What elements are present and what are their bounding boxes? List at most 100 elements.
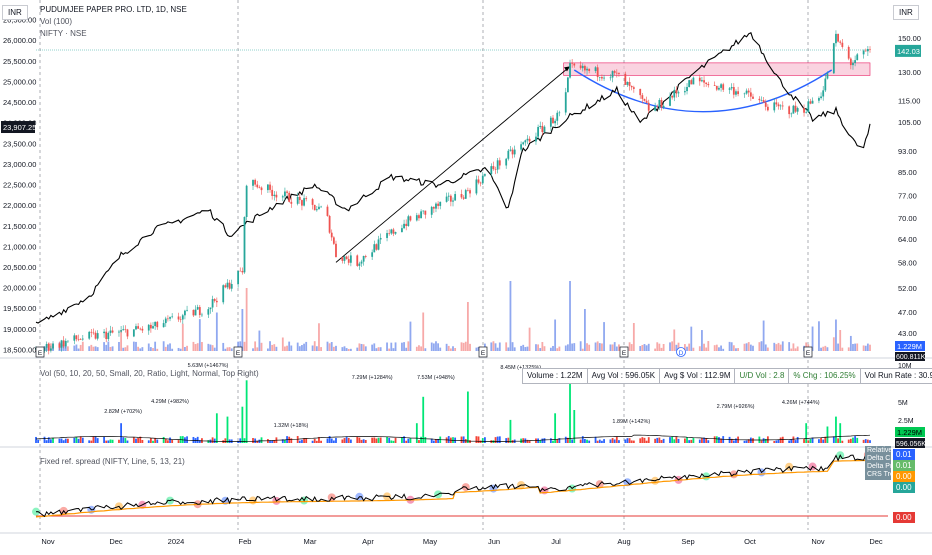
main-volume-bar: [67, 346, 69, 351]
candle-body: [730, 87, 733, 89]
candle-body: [566, 77, 569, 93]
earnings-marker[interactable]: [478, 346, 488, 358]
candle-body: [341, 257, 344, 261]
vol-annotation: 7.29M (+1284%): [352, 375, 393, 381]
candle: [454, 191, 457, 201]
candle-body: [609, 77, 612, 79]
candle-body: [703, 80, 705, 83]
main-volume-bar: [452, 346, 454, 351]
vol-annotation: 1.32M (+18%): [274, 423, 309, 429]
vol-pane-bar: [662, 438, 665, 443]
resistance-zone: [563, 62, 871, 76]
main-volume-bar: [713, 345, 716, 351]
earnings-marker[interactable]: [803, 346, 813, 358]
candle-body: [475, 179, 478, 194]
candle-body: [318, 206, 320, 210]
candle-body: [313, 204, 316, 211]
candle: [341, 256, 344, 264]
vol-pane-bar: [596, 440, 599, 443]
vol-pane-bar: [613, 439, 616, 443]
candle: [849, 57, 852, 70]
main-volume-bar: [613, 342, 616, 351]
candle-body: [135, 326, 137, 330]
vol-annotation: 4.26M (+744%): [782, 400, 820, 406]
main-volume-bar: [856, 343, 859, 351]
candle: [662, 102, 665, 110]
candle-body: [405, 223, 408, 227]
candle-body: [284, 191, 286, 197]
candle: [288, 190, 291, 203]
candle-body: [869, 49, 871, 50]
candle-body: [347, 259, 350, 263]
earnings-marker[interactable]: [619, 346, 629, 358]
candle-body: [430, 206, 433, 215]
main-volume-bar: [373, 343, 376, 351]
main-volume-bar: [760, 341, 763, 351]
candle: [118, 329, 120, 337]
main-volume-bar: [313, 341, 316, 351]
vol-pane-bar: [569, 377, 571, 443]
candle-body: [196, 307, 199, 310]
candle: [822, 85, 825, 101]
candle-body: [207, 309, 210, 315]
candle: [477, 175, 480, 185]
main-volume-bar: [371, 344, 374, 351]
vol-pane-bar: [241, 406, 244, 443]
vol-pane-bar: [792, 436, 795, 443]
earnings-marker[interactable]: [35, 346, 45, 358]
spread-label-3: Delta Price: [867, 463, 891, 470]
main-volume-bar: [81, 341, 84, 351]
main-volume-bar: [298, 346, 301, 351]
main-volume-bar: [835, 319, 837, 351]
time-axis-label: Oct: [744, 537, 757, 546]
main-volume-bar: [164, 346, 167, 351]
candle-body: [73, 335, 76, 341]
candle: [481, 172, 484, 186]
vol-pane-bar: [556, 439, 559, 443]
main-volume-bar: [358, 343, 361, 351]
time-axis-label: Jun: [488, 537, 500, 546]
vol-pane-bar: [141, 439, 144, 443]
candle-body: [401, 228, 403, 233]
currency-left-button[interactable]: INR: [2, 5, 28, 20]
candle: [94, 330, 97, 340]
main-volume-bar: [422, 312, 425, 351]
vol-pane-bar: [818, 439, 820, 443]
main-volume-bar: [718, 347, 720, 351]
candle: [811, 97, 814, 104]
candle: [539, 121, 542, 129]
candle-body: [466, 190, 469, 191]
candle-body: [177, 316, 180, 320]
vol-pane-bar: [207, 440, 210, 443]
main-volume-bar: [847, 347, 850, 351]
earnings-marker[interactable]: [233, 346, 243, 358]
vol-pane-bar: [311, 440, 314, 443]
candle-body: [656, 106, 659, 108]
candle: [432, 206, 435, 213]
vol-pane-bar: [656, 437, 659, 443]
candle-body: [701, 80, 703, 82]
main-volume-bar: [728, 341, 731, 351]
candle: [645, 96, 648, 104]
main-volume-bar: [347, 348, 350, 351]
currency-right-button[interactable]: INR: [893, 5, 919, 20]
vol-pane-bar: [673, 439, 676, 443]
compare-symbol[interactable]: NIFTY · NSE: [40, 29, 87, 38]
candle-body: [852, 62, 854, 66]
candle: [537, 124, 540, 140]
vol-pane-bar: [707, 440, 710, 443]
main-volume-bar: [379, 347, 382, 351]
main-volume-bar: [94, 346, 97, 351]
spread-label-2: Delta CRS: [867, 455, 891, 462]
stat-volume: Volume : 1.22M: [523, 369, 588, 383]
vol-pane-bar: [118, 439, 120, 443]
main-volume-bar: [632, 323, 635, 351]
main-volume-bar: [671, 341, 674, 351]
dividend-marker[interactable]: [676, 347, 686, 357]
vol-legend: Vol (100): [40, 17, 73, 26]
vol-pane-bar: [854, 436, 857, 443]
vol-pane-bar: [764, 438, 767, 443]
candle: [424, 210, 427, 219]
